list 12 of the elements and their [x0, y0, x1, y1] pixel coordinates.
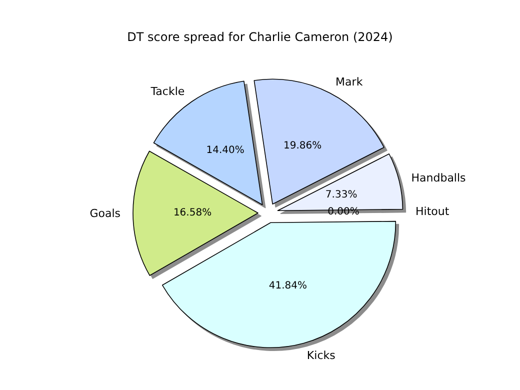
- slice-label: Goals: [90, 206, 121, 220]
- slice-label: Tackle: [150, 84, 185, 98]
- data-label: 16.58%: [173, 208, 212, 219]
- data-label: 7.33%: [325, 189, 358, 200]
- data-label: 19.86%: [284, 140, 322, 152]
- data-label: 14.40%: [206, 145, 244, 156]
- chart-title: DT score spread for Charlie Cameron (2024): [127, 30, 393, 44]
- category-label: Hitout: [415, 204, 450, 218]
- data-label: 41.84%: [268, 280, 307, 292]
- slice-label: Mark: [336, 75, 364, 88]
- slice-label: Handballs: [411, 171, 466, 184]
- slice-label: Kicks: [306, 348, 336, 362]
